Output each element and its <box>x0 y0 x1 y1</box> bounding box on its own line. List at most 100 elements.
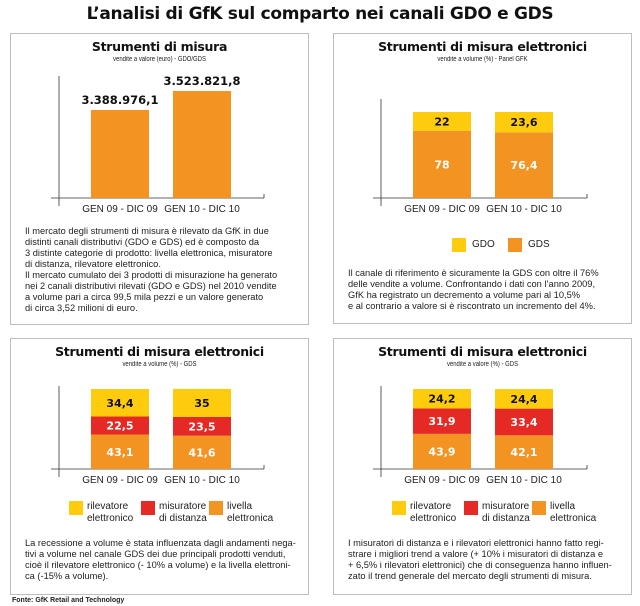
chart-panel: GEN 09 - DIC 09 GEN 10 - DIC 10 3.388.976,… <box>10 33 309 325</box>
legend-label: misuratore di distanza <box>159 501 207 525</box>
legend-label: GDS <box>528 239 550 250</box>
segment-value-label: 24,2 <box>428 393 455 406</box>
legend-label-line: livella <box>227 501 253 512</box>
x-tick-label: GEN 09 - DIC 09 <box>82 204 158 215</box>
bar-segment <box>91 389 149 417</box>
legend-swatch <box>532 501 546 515</box>
description-line: 3 distinte categorie di prodotto: livell… <box>25 248 273 258</box>
chart-panel: GEN 09 - DIC 09 GEN 10 - DIC 10 78 22 76,4 23… <box>333 33 632 324</box>
chart-panel: GEN 09 - DIC 09 GEN 10 - DIC 10 43,1 22,5 34… <box>10 338 309 595</box>
chart-title: Strumenti di misura elettronici <box>378 344 587 359</box>
bar <box>173 91 231 198</box>
bar-segment <box>413 408 471 434</box>
description-line: a volume pari a circa 99,5 mila pezzi e … <box>25 292 264 302</box>
description-line: GfK ha registrato un decremento a volume… <box>348 290 581 300</box>
legend-label: rilevatore elettronico <box>87 501 133 525</box>
description-line: delle vendite a volume. Confrontando i d… <box>348 279 596 289</box>
chart-title: Strumenti di misura elettronici <box>378 39 587 54</box>
source-note: Fonte: GfK Retail and Technology <box>12 597 125 604</box>
description-line: Il mercato degli strumenti di misura è r… <box>25 226 269 236</box>
segment-value-label: 78 <box>434 158 449 171</box>
legend-label-line: rilevatore <box>87 501 129 512</box>
segment-value-label: 35 <box>194 397 209 410</box>
description-line: La recessione a volume è stata influenza… <box>25 538 296 548</box>
segment-value-label: 41,6 <box>188 446 215 459</box>
segment-value-label: 23,6 <box>510 116 537 129</box>
chart-description: La recessione a volume è stata influenza… <box>25 538 298 582</box>
x-tick-label: GEN 10 - DIC 10 <box>164 204 240 215</box>
chart-svg: GEN 09 - DIC 09 GEN 10 - DIC 10 78 22 76,4 23… <box>373 99 588 215</box>
description-line: nei 2 canali distributivi rilevati (GDO … <box>25 281 277 291</box>
segment-value-label: 76,4 <box>510 159 537 172</box>
description-line: Il canale di riferimento è sicuramente l… <box>348 268 599 278</box>
segment-value-label: 23,5 <box>188 420 215 433</box>
description-line: di circa 3,52 milioni di euro. <box>25 303 138 313</box>
description-line: Il mercato cumulato dei 3 prodotti di mi… <box>25 270 278 280</box>
segment-value-label: 22,5 <box>106 420 133 433</box>
segment-value-label: 31,9 <box>428 415 455 428</box>
legend-label-line: elettronica <box>227 513 274 524</box>
x-tick-label: GEN 10 - DIC 10 <box>164 475 240 486</box>
legend-label-line: elettronico <box>87 513 134 524</box>
legend-swatch <box>141 501 155 515</box>
chart-title: Strumenti di misura <box>91 39 228 54</box>
description-line: tivi a volume nel canale GDS dei due pri… <box>25 549 286 559</box>
chart-subtitle: vendite a volume (%) - GDS <box>122 361 197 368</box>
segment-value-label: 33,4 <box>510 416 537 429</box>
description-line: di distanza, rilevatore elettronico. <box>25 259 161 269</box>
chart-subtitle: vendite a valore (%) - GDS <box>446 361 519 368</box>
description-line: distinti canali distributivi (GDO e GDS)… <box>25 237 260 247</box>
segment-value-label: 24,4 <box>510 393 537 406</box>
chart-subtitle: vendite a valore (euro) - GDO/GDS <box>113 56 206 63</box>
segment-value-label: 43,1 <box>106 446 133 459</box>
description-line: e al contrario a valore si è riscontrato… <box>348 301 596 311</box>
bar-segment <box>495 112 553 133</box>
bar-segment <box>91 434 149 469</box>
bar-segment <box>495 389 553 409</box>
bar-segment <box>413 130 471 198</box>
description-line: strare i migliori trend a valore (+ 10% … <box>348 549 603 559</box>
segment-value-label: 43,9 <box>428 445 455 458</box>
chart-description: I misuratori di distanza e i rilevatori … <box>348 538 621 582</box>
segment-value-label: 42,1 <box>510 446 537 459</box>
bar-segment <box>413 433 471 469</box>
bar-segment <box>91 416 149 435</box>
bar-segment <box>173 388 231 417</box>
legend-swatch <box>69 501 83 515</box>
legend-label: misuratore di distanza <box>482 501 530 525</box>
bar-segment <box>413 389 471 409</box>
chart-svg: GEN 09 - DIC 09 GEN 10 - DIC 10 43,9 31,9 24… <box>373 386 588 486</box>
legend-label: livella elettronica <box>550 501 596 525</box>
segment-value-label: 22 <box>434 115 449 128</box>
bar-segment <box>495 435 553 469</box>
legend-swatch <box>452 238 466 252</box>
legend-label-line: misuratore <box>159 501 207 512</box>
legend-label: GDO <box>472 239 495 250</box>
x-tick-label: GEN 10 - DIC 10 <box>486 204 562 215</box>
chart-svg: GEN 09 - DIC 09 GEN 10 - DIC 10 43,1 22,5 34… <box>51 386 265 486</box>
x-tick-label: GEN 09 - DIC 09 <box>82 475 158 486</box>
x-tick-label: GEN 09 - DIC 09 <box>404 475 480 486</box>
legend-label-line: elettronica <box>550 513 597 524</box>
segment-value-label: 34,4 <box>106 397 133 410</box>
x-tick-label: GEN 09 - DIC 09 <box>404 204 480 215</box>
chart-description: Il mercato degli strumenti di misura è r… <box>25 226 298 314</box>
legend-label-line: misuratore <box>482 501 530 512</box>
legend-label-line: di distanza <box>482 513 530 524</box>
bar-segment <box>173 416 231 436</box>
legend-label: rilevatore elettronico <box>410 501 456 525</box>
bar-segment <box>495 408 553 436</box>
legend-swatch <box>508 238 522 252</box>
legend-label-line: di distanza <box>159 513 207 524</box>
chart-description: Il canale di riferimento è sicuramente l… <box>348 268 621 312</box>
legend-label-line: elettronico <box>410 513 457 524</box>
legend-swatch <box>209 501 223 515</box>
legend-label-line: rilevatore <box>410 501 452 512</box>
bar <box>91 109 149 198</box>
page-title: L’analisi di GfK sul comparto nei canali… <box>86 4 554 24</box>
chart-panel: GEN 09 - DIC 09 GEN 10 - DIC 10 43,9 31,9 24… <box>333 338 632 595</box>
bar-value-label: 3.388.976,1 <box>81 93 158 107</box>
chart-svg: GEN 09 - DIC 09 GEN 10 - DIC 10 3.388.976,… <box>51 74 265 215</box>
x-tick-label: GEN 10 - DIC 10 <box>486 475 562 486</box>
